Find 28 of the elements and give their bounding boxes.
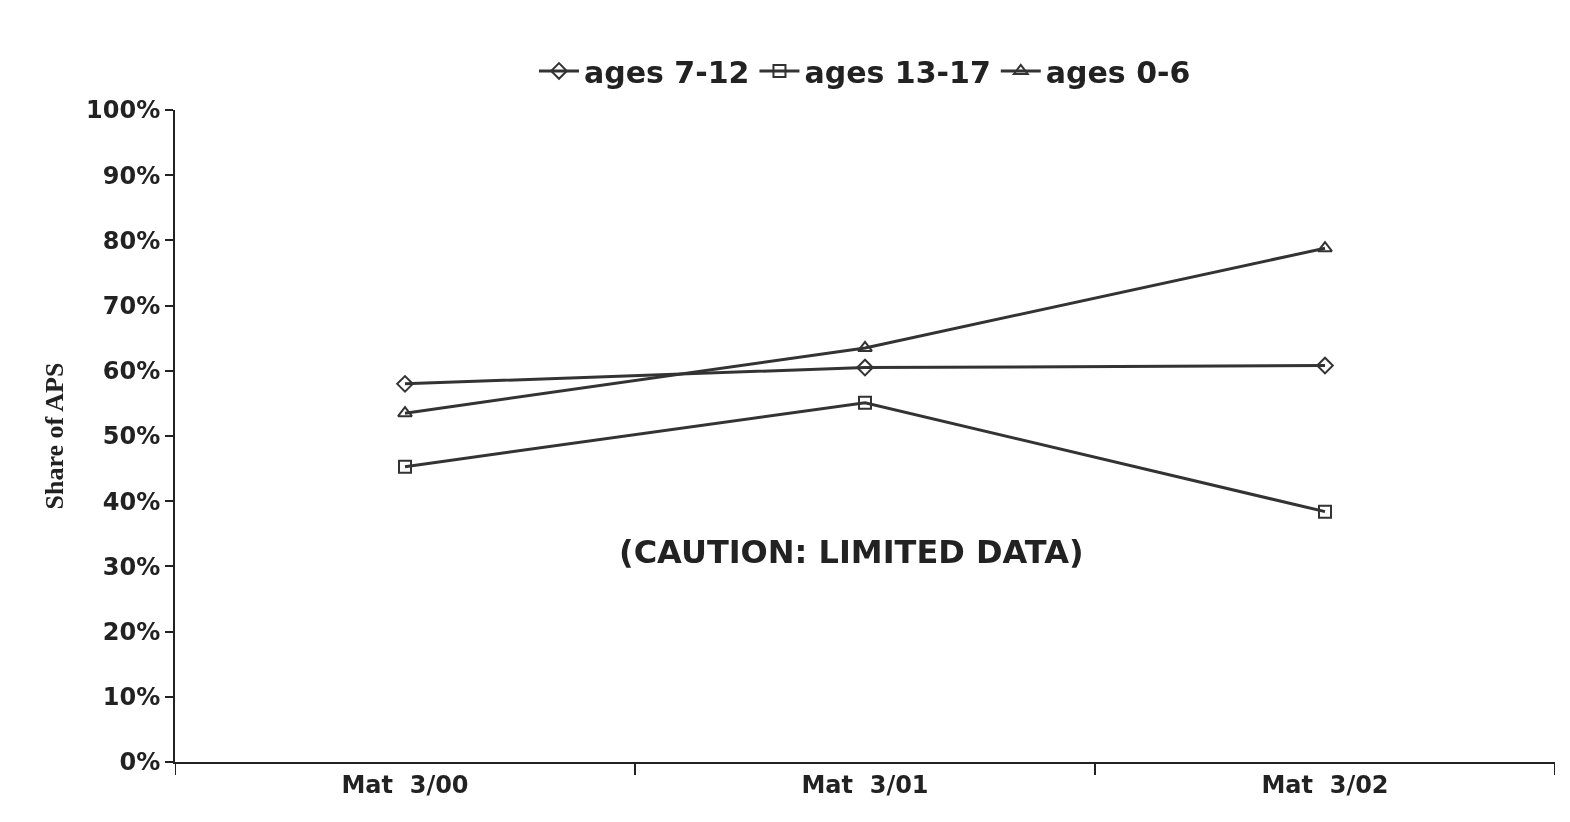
y-tick-label: 0%: [119, 748, 161, 777]
point: [398, 459, 412, 474]
x-tick-label: Mat 3/01: [801, 770, 929, 799]
legend-label: ages 7-12: [584, 54, 750, 90]
point: [1318, 504, 1332, 519]
legend-label: ages 0-6: [1045, 54, 1191, 90]
point: [396, 375, 414, 393]
y-tick-label: 10%: [102, 683, 161, 712]
y-tick-label: 40%: [102, 487, 161, 516]
point: [397, 406, 413, 418]
x-tick-label: Mat 3/02: [1261, 770, 1389, 799]
point: [1317, 241, 1333, 253]
y-tick-label: 20%: [102, 618, 161, 646]
y-tick-label: 100%: [86, 96, 161, 125]
point: [857, 340, 873, 352]
y-tick-label: 30%: [102, 552, 161, 581]
point: [858, 395, 872, 410]
x-tick-label: Mat 3/00: [341, 770, 469, 799]
y-tick-label: 70%: [102, 292, 161, 320]
y-tick-label: 90%: [102, 161, 161, 190]
point: [1316, 356, 1334, 375]
y-axis-title: Share of APS: [39, 362, 69, 510]
annotation: (CAUTION: LIMITED DATA): [619, 533, 1084, 571]
legend-label: ages 13-17: [804, 54, 991, 90]
point: [856, 358, 874, 377]
y-tick-label: 80%: [102, 226, 161, 255]
y-tick-label: 50%: [102, 422, 161, 451]
y-tick-label: 60%: [102, 357, 161, 386]
